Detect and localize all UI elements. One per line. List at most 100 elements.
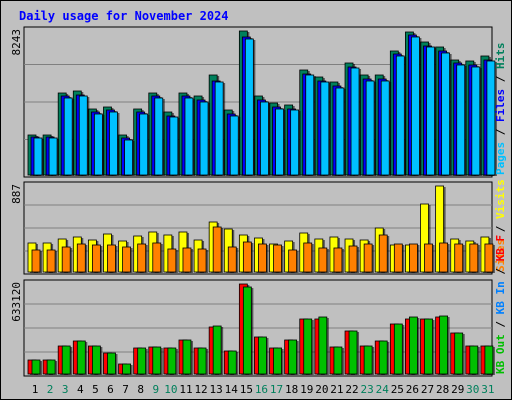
x-tick-day-26: 26 xyxy=(406,383,419,396)
bar-pages-day-29 xyxy=(456,64,466,176)
x-tick-day-12: 12 xyxy=(194,383,207,396)
legend-separator: / xyxy=(494,69,507,89)
bar-pages-day-25 xyxy=(395,55,405,176)
bar-pages-day-10 xyxy=(169,116,179,176)
bar-pages-day-13 xyxy=(214,81,224,176)
bar-sites-day-21 xyxy=(333,247,343,273)
x-tick-day-19: 19 xyxy=(300,383,313,396)
bar-sites-day-16 xyxy=(258,243,267,273)
bar-kb-out-day-10 xyxy=(167,347,177,375)
bar-kb-out-day-18 xyxy=(288,339,298,375)
bar-kb-out-day-20 xyxy=(318,316,328,375)
bar-kb-out-day-1 xyxy=(31,359,41,375)
bar-sites-day-31 xyxy=(484,243,494,273)
bar-pages-day-19 xyxy=(305,74,315,176)
x-tick-day-8: 8 xyxy=(137,383,144,396)
x-tick-day-18: 18 xyxy=(285,383,298,396)
x-tick-day-6: 6 xyxy=(107,383,114,396)
bar-sites-day-28 xyxy=(439,242,449,273)
x-axis-day-labels: 1 2 3 4 5 6 7 8 9 10 11 12 13 14 15 16 17 18 19 20 21 22 23 24 2… xyxy=(32,383,495,396)
bar-pages-day-3 xyxy=(63,97,73,176)
bar-kb-out-day-7 xyxy=(122,363,131,375)
chart-panels: 8243 Pages / Files / Hits 887 Sites / Visit… xyxy=(10,26,507,377)
bar-sites-day-12 xyxy=(197,248,207,273)
x-tick-day-23: 23 xyxy=(361,383,374,396)
x-tick-day-5: 5 xyxy=(92,383,99,396)
legend-sites: Sites xyxy=(494,239,507,272)
bar-kb-out-day-31 xyxy=(484,345,494,375)
bar-sites-day-24 xyxy=(378,234,388,273)
x-tick-day-9: 9 xyxy=(152,383,159,396)
x-tick-day-13: 13 xyxy=(210,383,223,396)
bar-pages-day-15 xyxy=(244,38,254,176)
bar-sites-day-10 xyxy=(167,248,177,273)
x-tick-day-10: 10 xyxy=(164,383,177,396)
x-tick-day-22: 22 xyxy=(345,383,358,396)
bar-pages-day-9 xyxy=(154,97,164,176)
x-tick-day-29: 29 xyxy=(451,383,464,396)
x-tick-day-24: 24 xyxy=(376,383,390,396)
bar-sites-day-30 xyxy=(469,243,479,273)
legend-kb-f: KB F xyxy=(494,235,507,262)
bar-sites-day-25 xyxy=(393,243,403,273)
bar-sites-day-14 xyxy=(227,246,237,273)
bar-pages-day-1 xyxy=(33,137,43,176)
bar-sites-day-8 xyxy=(137,243,147,273)
bar-pages-day-30 xyxy=(471,66,481,176)
x-tick-day-28: 28 xyxy=(436,383,449,396)
bar-kb-out-day-6 xyxy=(107,352,116,375)
chart-title: Daily usage for November 2024 xyxy=(19,9,229,23)
bar-kb-out-day-5 xyxy=(91,345,101,375)
bar-kb-out-day-30 xyxy=(469,345,479,375)
bar-sites-day-23 xyxy=(363,243,373,273)
legend-kb-out: KB Out xyxy=(494,334,507,374)
bar-kb-out-day-3 xyxy=(61,345,71,375)
panel-3: 633120 KB Out / KB In / KB F xyxy=(10,235,507,377)
x-tick-day-21: 21 xyxy=(330,383,343,396)
bar-sites-day-20 xyxy=(318,247,328,273)
bar-pages-day-28 xyxy=(441,52,451,176)
bar-pages-day-27 xyxy=(426,46,435,176)
legend-separator: / xyxy=(494,122,507,142)
bar-kb-out-day-24 xyxy=(378,340,388,375)
bar-sites-day-6 xyxy=(107,244,116,273)
legend-panel-1: Pages / Files / Hits xyxy=(494,43,507,176)
bar-sites-day-13 xyxy=(212,226,222,273)
bar-kb-out-day-2 xyxy=(46,359,56,375)
x-tick-day-15: 15 xyxy=(240,383,253,396)
bar-sites-day-27 xyxy=(424,243,433,273)
legend-separator: / xyxy=(494,261,507,281)
axis-max-label: 633120 xyxy=(10,282,23,322)
bar-pages-day-11 xyxy=(184,97,194,176)
bar-pages-day-20 xyxy=(320,81,330,176)
legend-pages: Pages xyxy=(494,142,507,175)
x-tick-day-7: 7 xyxy=(122,383,129,396)
legend-panel-2: Sites / Visits xyxy=(494,179,507,272)
x-tick-day-17: 17 xyxy=(270,383,283,396)
bar-pages-day-17 xyxy=(275,108,284,176)
bar-sites-day-2 xyxy=(46,249,56,273)
bar-pages-day-24 xyxy=(380,80,390,176)
bar-pages-day-21 xyxy=(335,87,345,176)
bar-kb-out-day-19 xyxy=(303,318,313,375)
bar-sites-day-26 xyxy=(409,243,418,273)
bar-kb-out-day-15 xyxy=(242,286,252,375)
bar-kb-out-day-14 xyxy=(227,350,237,375)
x-tick-day-31: 31 xyxy=(481,383,494,396)
bar-sites-day-1 xyxy=(31,249,41,273)
x-tick-day-25: 25 xyxy=(391,383,404,396)
bar-kb-out-day-8 xyxy=(137,347,147,375)
bar-kb-out-day-25 xyxy=(393,323,403,375)
bar-sites-day-17 xyxy=(273,244,282,273)
x-tick-day-2: 2 xyxy=(47,383,54,396)
panel-2: 887 Sites / Visits xyxy=(10,179,507,275)
bar-pages-day-18 xyxy=(290,109,300,176)
bar-kb-out-day-23 xyxy=(363,345,373,375)
bar-kb-out-day-21 xyxy=(333,346,343,375)
bar-sites-day-18 xyxy=(288,249,298,273)
bar-pages-day-8 xyxy=(139,113,149,176)
bar-pages-day-16 xyxy=(260,101,269,176)
bar-kb-out-day-22 xyxy=(348,330,358,375)
bar-kb-out-day-4 xyxy=(76,340,86,375)
